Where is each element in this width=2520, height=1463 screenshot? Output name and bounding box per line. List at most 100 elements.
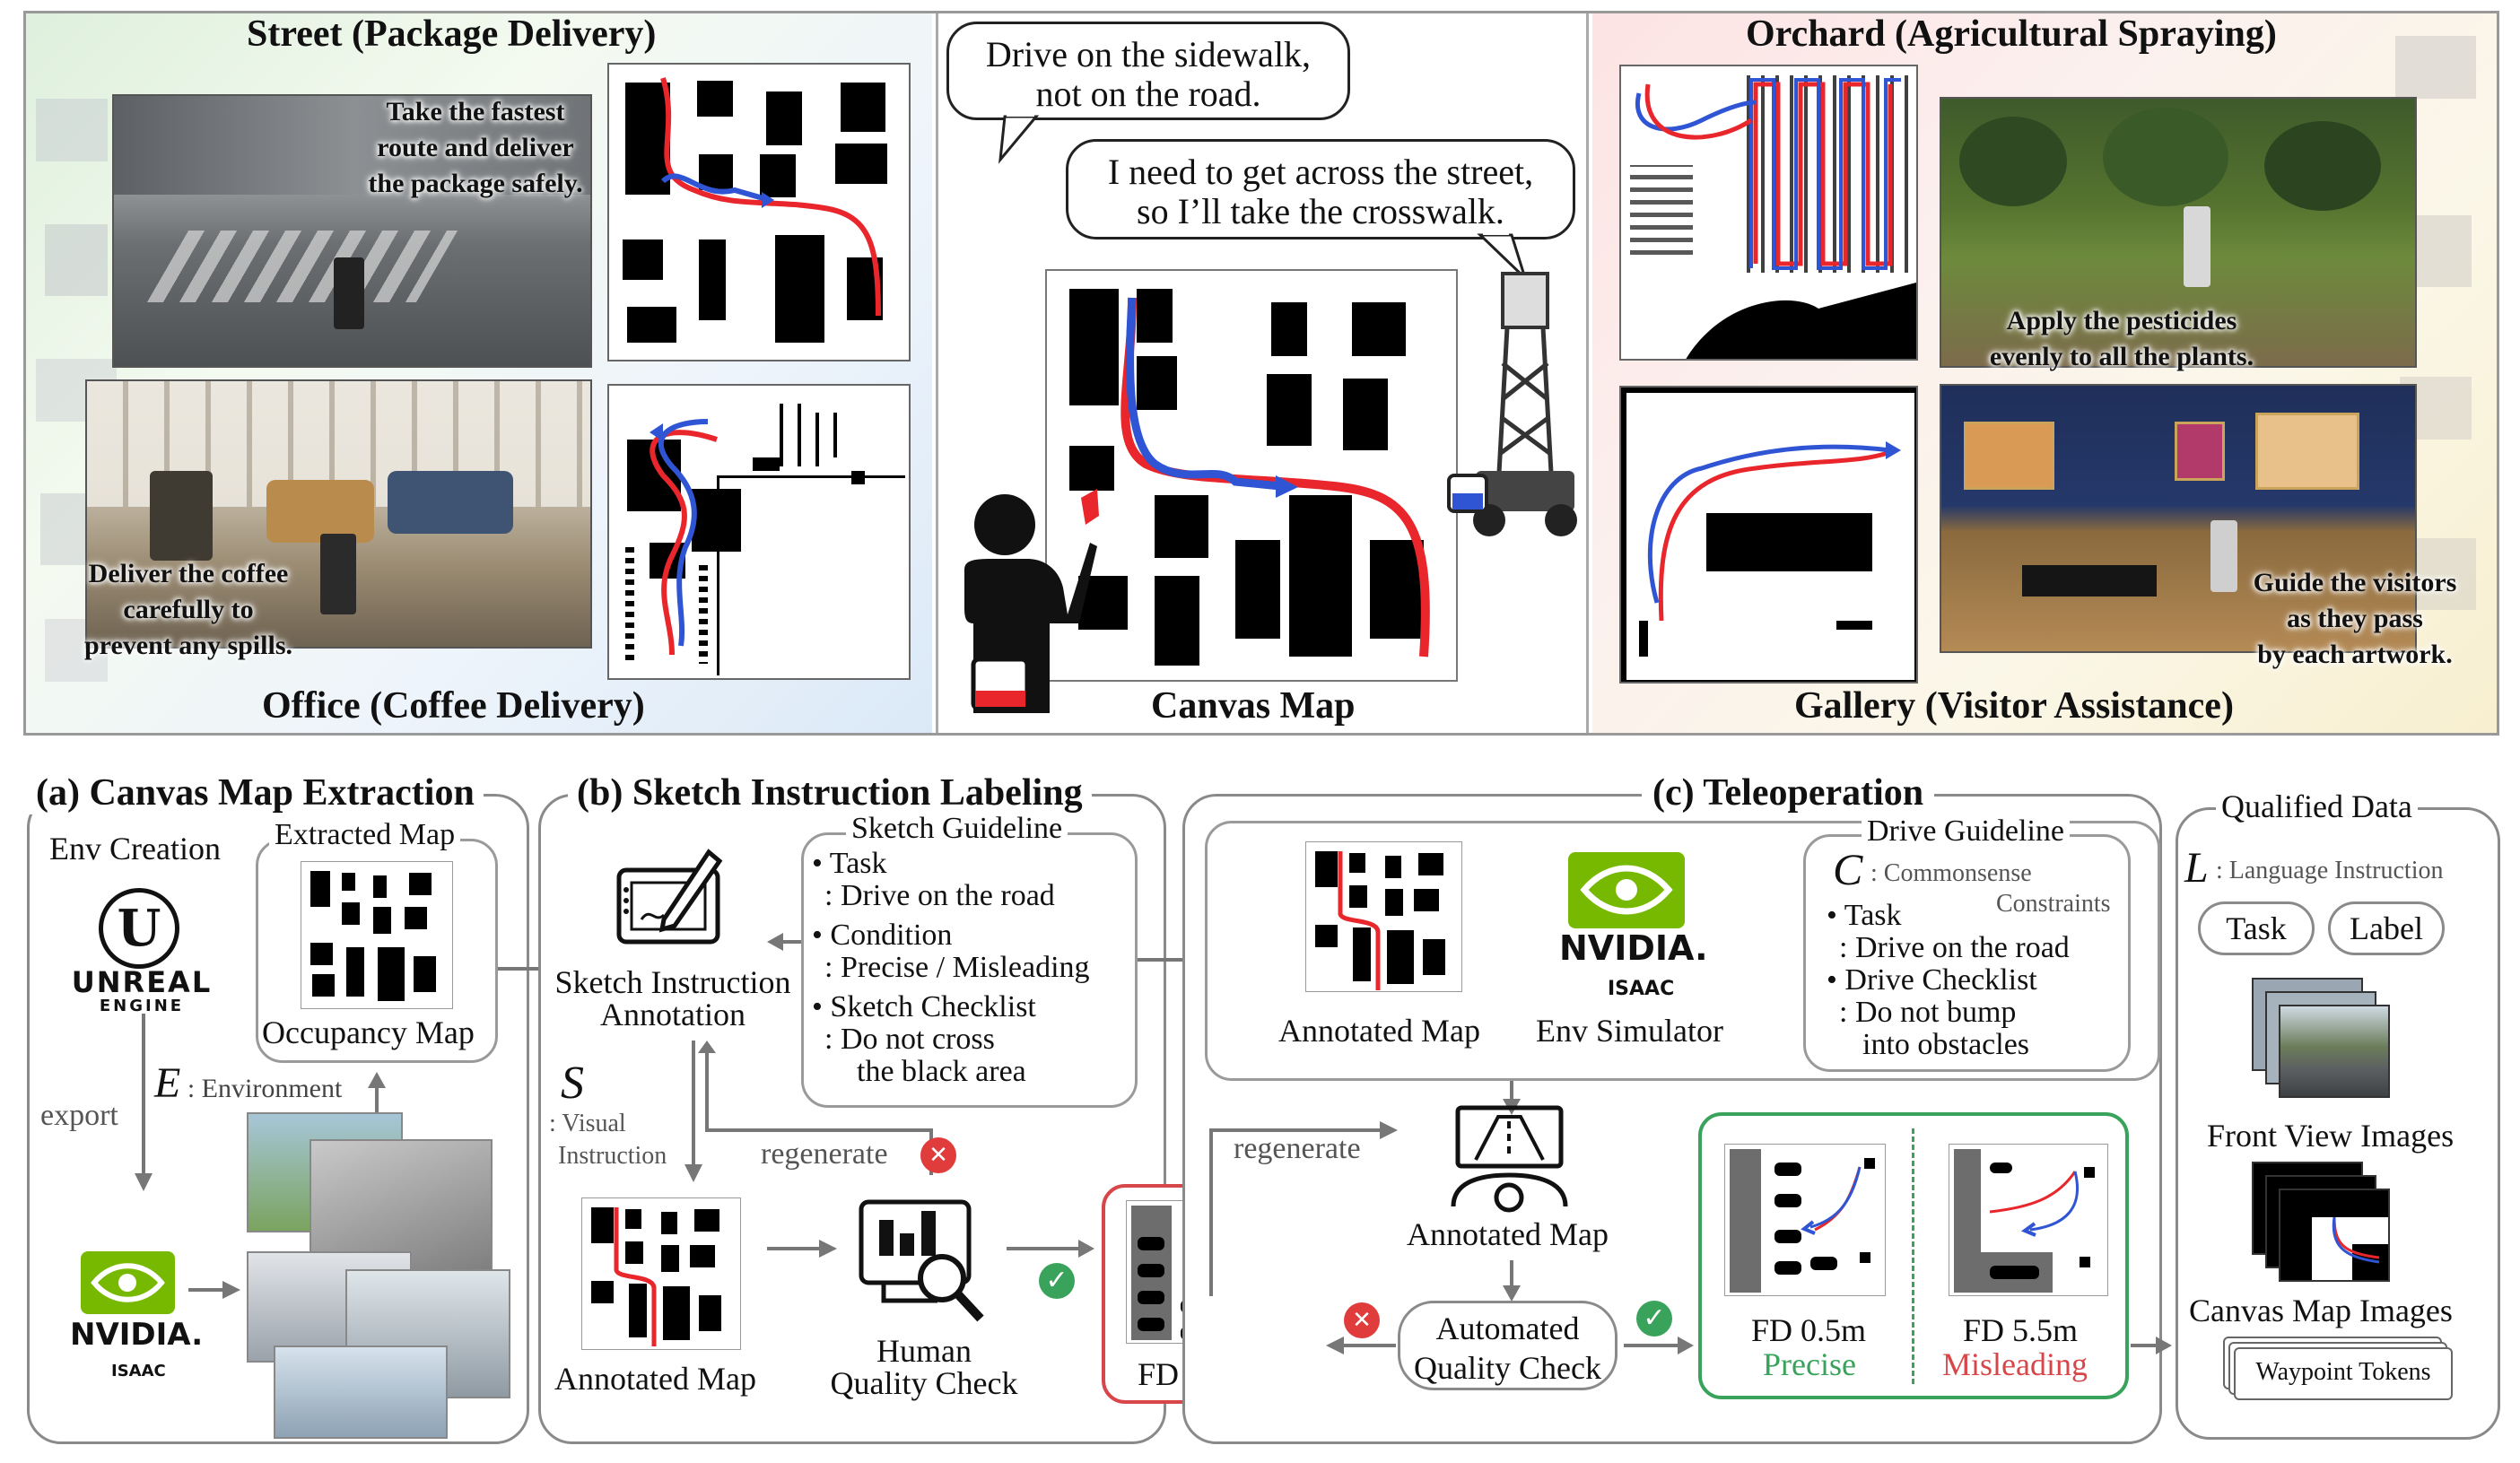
sketch-guideline-body: • Task : Drive on the road • Condition :… [812, 847, 1090, 1088]
annotated-map-b [581, 1197, 741, 1350]
c-label-1: : Commonsense [1870, 859, 2032, 887]
gallery-route-lines [1647, 441, 1901, 622]
orchard-photo [1940, 97, 2417, 368]
panel-c-title: (c) Teleoperation [1642, 771, 1935, 814]
office-title: Office (Coffee Delivery) [262, 685, 645, 727]
arrow-to-env [188, 1281, 240, 1299]
results-divider [1912, 1128, 1914, 1384]
nvidia-eye-icon-c [1568, 852, 1685, 928]
drive-guideline-title: Drive Guideline [1862, 814, 2070, 849]
occupancy-map-label: Occupancy Map [262, 1015, 475, 1050]
c-label-2: Constraints [1996, 890, 2111, 918]
arrow-sketch-down [684, 1041, 702, 1182]
orchard-route-map [1619, 65, 1918, 361]
nvidia-text-a: NVIDIA. [70, 1317, 204, 1353]
fd-precise-label: FD 0.5m [1751, 1312, 1867, 1348]
label-pill: Label [2328, 901, 2445, 955]
front-view-images [2252, 978, 2395, 1112]
street-title: Street (Package Delivery) [247, 13, 657, 55]
unreal-logo: U [99, 888, 179, 969]
street-quote: Take the fastest route and deliver the pac… [368, 97, 583, 198]
precise-tag: Precise [1763, 1346, 1856, 1382]
c-symbol: C [1833, 844, 1863, 894]
sketch-annotation-label: Sketch Instruction Annotation [554, 964, 791, 1032]
automated-quality-check: Automated Quality Check [1398, 1301, 1618, 1390]
approve-icon-b: ✓ [1039, 1263, 1075, 1299]
isaac-text-c: ISAAC [1608, 978, 1675, 1000]
sketch-guideline-title: Sketch Guideline [846, 812, 1068, 846]
unreal-text: UNREAL ENGINE [71, 965, 213, 1015]
sketch-guideline-box [801, 832, 1138, 1108]
front-view-label: Front View Images [2207, 1118, 2455, 1154]
sketch-tablet-icon [616, 849, 723, 945]
speech-bubble-sidewalk: Drive on the sidewalk, not on the road. [946, 22, 1350, 120]
arrow-to-qualified-data [2131, 1337, 2172, 1354]
s-symbol: S [561, 1058, 584, 1109]
reject-icon-b: ✕ [920, 1137, 956, 1173]
arrow-to-human-check [767, 1240, 837, 1258]
regenerate-label-b: regenerate [761, 1137, 888, 1171]
env-label: E : Environment [154, 1059, 343, 1107]
drive-guideline-body: • Task : Drive on the road • Drive Check… [1827, 899, 2070, 1061]
export-label: export [40, 1099, 118, 1133]
canvas-map [1045, 269, 1458, 682]
env-creation-label: Env Creation [49, 831, 221, 866]
fd-misleading-label: FD 5.5m [1963, 1312, 2079, 1348]
gallery-quote: Guide the visitors as they pass by each ar… [2253, 568, 2457, 669]
approve-icon-c: ✓ [1636, 1301, 1672, 1337]
arrow-guideline-to-sketch [767, 933, 801, 951]
fd-precise-map [1724, 1144, 1886, 1296]
gallery-route-map [1619, 386, 1918, 684]
task-pill: Task [2198, 901, 2315, 955]
canvas-map-images-label: Canvas Map Images [2189, 1293, 2453, 1328]
robot-figure [334, 257, 364, 329]
office-quote: Deliver the coffee carefully to prevent an… [84, 559, 292, 660]
canvas-route-lines [1120, 297, 1430, 657]
s-label: : Visual Instruction [549, 1110, 667, 1170]
painter-figure-icon [964, 489, 1099, 713]
office-route-lines [650, 419, 718, 656]
l-symbol: L [2184, 844, 2209, 892]
arrow-auto-to-qualified [1624, 1337, 1694, 1354]
robot-tower-icon [1447, 272, 1577, 536]
extracted-map-label: Extracted Map [269, 818, 461, 852]
teleop-controller-icon [1451, 1105, 1568, 1213]
arrow-to-auto-check [1503, 1260, 1521, 1302]
orchard-quote: Apply the pesticides evenly to all the pl… [1989, 306, 2254, 371]
annotated-map-label-c: Annotated Map [1278, 1013, 1480, 1049]
arrow-up-occupancy [368, 1072, 386, 1115]
arrow-export [135, 1014, 153, 1191]
bubble2-tail [1477, 230, 1527, 280]
nvidia-eye-icon-a [81, 1251, 175, 1314]
env-simulator-label: Env Simulator [1536, 1013, 1723, 1049]
canvas-map-images [2252, 1162, 2404, 1296]
annotated-map-c [1305, 841, 1462, 992]
reject-icon-c: ✕ [1344, 1302, 1380, 1338]
arrow-auto-to-fd [1326, 1337, 1396, 1354]
misleading-tag: Misleading [1942, 1346, 2088, 1382]
arrow-regenerate-c [1209, 1121, 1398, 1296]
orchard-title: Orchard (Agricultural Spraying) [1746, 13, 2277, 55]
regenerate-label-c: regenerate [1234, 1132, 1361, 1166]
street-photo [112, 94, 592, 368]
drive-guideline-box [1803, 834, 2131, 1072]
street-route-lines [660, 77, 881, 317]
gallery-photo [1940, 384, 2417, 653]
panel-a-title: (a) Canvas Map Extraction [27, 771, 484, 814]
fd-misleading-map [1949, 1144, 2108, 1296]
top-section [23, 11, 2499, 736]
qualified-data-title: Qualified Data [2216, 788, 2418, 825]
l-label: : Language Instruction [2216, 857, 2444, 884]
annotated-map-label-c2: Annotated Map [1407, 1216, 1609, 1252]
waypoint-tokens-stack: Waypoint Tokens [2223, 1337, 2456, 1408]
canvas-map-title: Canvas Map [1151, 685, 1356, 727]
isaac-text-a: ISAAC [111, 1362, 166, 1380]
office-photo [85, 379, 592, 649]
bubble1-tail [998, 111, 1040, 164]
arrow-to-fd [1007, 1240, 1094, 1258]
occupancy-map [301, 861, 453, 1009]
human-check-label: Human Quality Check [830, 1333, 1018, 1401]
annotated-map-label-b: Annotated Map [554, 1361, 756, 1397]
env-image-stack [247, 1108, 516, 1440]
gallery-title: Gallery (Visitor Assistance) [1794, 685, 2234, 727]
